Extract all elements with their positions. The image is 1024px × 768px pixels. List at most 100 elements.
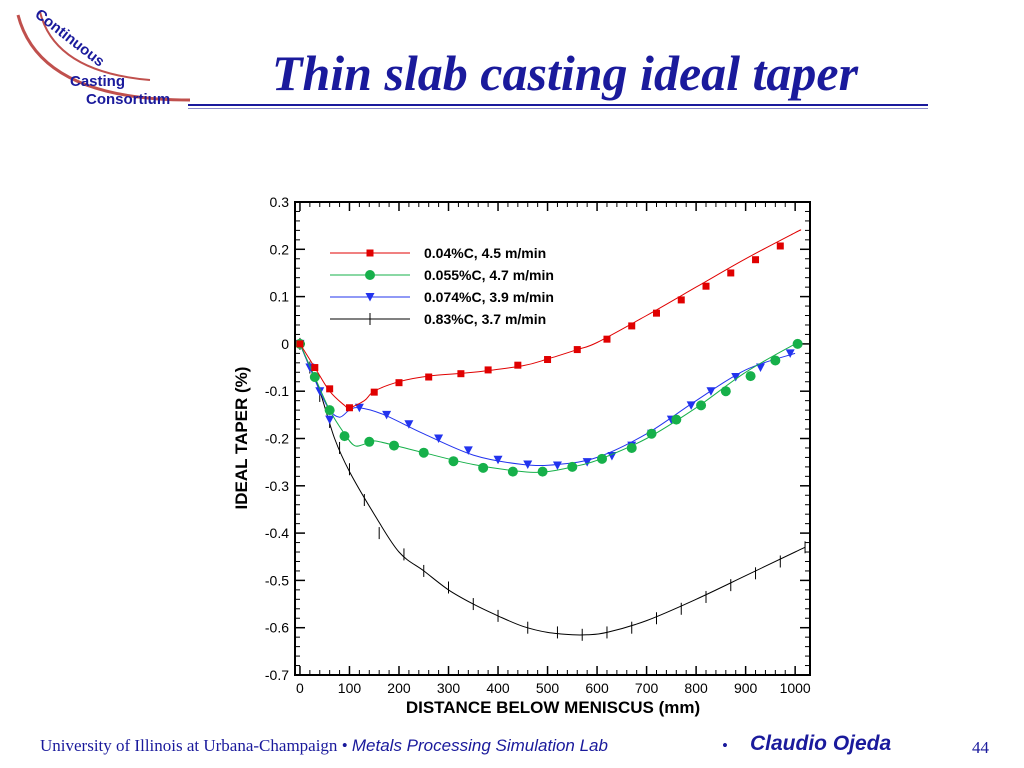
logo-arc xyxy=(16,14,191,102)
y-tick-label: -0.1 xyxy=(265,383,289,399)
data-point xyxy=(702,282,710,290)
data-point xyxy=(626,442,637,453)
data-point xyxy=(484,366,492,374)
data-point xyxy=(448,456,459,467)
data-point xyxy=(345,404,353,412)
data-point xyxy=(582,458,592,467)
data-point xyxy=(776,242,784,250)
slide-footer: University of Illinois at Urbana-Champai… xyxy=(40,732,990,764)
data-point xyxy=(607,452,617,461)
ideal-taper-chart: 0 100 200 300 400 500 600 700 800 900 1000 0.3 0.2 0.… xyxy=(232,194,811,717)
data-point xyxy=(696,400,707,411)
data-point xyxy=(677,296,685,304)
x-tick-label: 400 xyxy=(486,680,510,696)
footer-author: Claudio Ojeda xyxy=(750,732,892,755)
data-point xyxy=(552,461,562,470)
data-point xyxy=(389,440,400,451)
legend-label: 0.055%C, 4.7 m/min xyxy=(424,267,554,283)
data-point xyxy=(339,431,350,442)
series-line xyxy=(299,229,802,409)
data-point xyxy=(544,356,552,364)
data-point xyxy=(418,447,429,458)
data-point xyxy=(370,388,378,396)
x-tick-label: 1000 xyxy=(780,680,811,696)
data-point xyxy=(752,256,760,264)
logo-line-3: Consortium xyxy=(86,91,170,108)
legend-marker xyxy=(366,249,374,257)
footer-university: University of Illinois at Urbana-Champai… xyxy=(40,736,338,755)
x-tick-label: 600 xyxy=(585,680,609,696)
data-point xyxy=(315,387,325,396)
footer-lab: Metals Processing Simulation Lab xyxy=(351,736,608,755)
footer-separator: • xyxy=(337,736,352,755)
y-tick-label: 0.3 xyxy=(270,194,290,210)
data-point xyxy=(686,401,696,410)
y-tick-label: -0.3 xyxy=(265,478,289,494)
y-tick-label: -0.6 xyxy=(265,620,289,636)
data-point xyxy=(731,373,741,382)
data-point xyxy=(324,405,335,416)
data-point xyxy=(382,410,392,420)
data-point xyxy=(597,453,608,464)
data-point xyxy=(395,379,403,387)
data-point xyxy=(785,349,795,358)
data-point xyxy=(755,363,765,373)
x-tick-label: 300 xyxy=(437,680,461,696)
y-tick-label: 0.1 xyxy=(270,289,290,305)
data-point xyxy=(567,461,578,472)
data-point xyxy=(296,340,304,348)
y-tick-label: 0 xyxy=(281,336,289,352)
legend-label: 0.074%C, 3.9 m/min xyxy=(424,289,554,305)
data-point xyxy=(463,446,473,455)
legend-marker xyxy=(365,293,375,302)
data-point xyxy=(507,466,518,477)
consortium-logo: Continuous Casting Consortium xyxy=(16,6,191,108)
data-point xyxy=(537,466,548,477)
y-axis-label: IDEAL TAPER (%) xyxy=(232,367,251,510)
data-point xyxy=(325,415,335,425)
data-point xyxy=(628,322,636,330)
data-point xyxy=(514,361,522,369)
data-point xyxy=(434,434,444,443)
data-point xyxy=(770,355,781,366)
data-point xyxy=(404,420,414,429)
data-point xyxy=(706,387,716,396)
legend-label: 0.83%C, 3.7 m/min xyxy=(424,311,546,327)
title-underline-shadow xyxy=(188,108,928,109)
data-point xyxy=(311,364,319,372)
data-point xyxy=(478,462,489,473)
page-number: 44 xyxy=(972,738,989,757)
data-point xyxy=(671,414,682,425)
plot-frame xyxy=(294,201,811,676)
x-axis-label: DISTANCE BELOW MENISCUS (mm) xyxy=(406,698,700,717)
series-line xyxy=(299,343,796,467)
title-underline xyxy=(188,104,928,106)
legend-marker xyxy=(365,270,375,280)
y-tick-label: -0.4 xyxy=(265,525,289,541)
data-point xyxy=(354,403,364,413)
x-tick-label: 200 xyxy=(387,680,411,696)
data-point xyxy=(652,309,660,317)
y-tick-label: -0.2 xyxy=(265,431,289,447)
x-tick-label: 800 xyxy=(684,680,708,696)
y-tick-label: 0.2 xyxy=(270,241,290,257)
footer-separator-2: • xyxy=(722,736,728,755)
data-point xyxy=(727,269,735,277)
data-point xyxy=(309,372,320,383)
slide-title: Thin slab casting ideal taper xyxy=(271,45,859,101)
data-point xyxy=(720,386,731,397)
logo-arc-inner xyxy=(39,11,151,81)
data-point xyxy=(326,385,334,393)
legend-label: 0.04%C, 4.5 m/min xyxy=(424,245,546,261)
x-tick-label: 0 xyxy=(296,680,304,696)
x-tick-label: 500 xyxy=(536,680,560,696)
data-point xyxy=(364,436,375,447)
data-point xyxy=(425,373,433,381)
data-point xyxy=(523,460,533,470)
data-point xyxy=(745,371,756,382)
logo-line-2: Casting xyxy=(70,73,125,90)
data-point xyxy=(603,335,611,343)
data-point xyxy=(493,455,503,465)
data-point xyxy=(457,370,465,378)
series-line xyxy=(299,343,796,473)
